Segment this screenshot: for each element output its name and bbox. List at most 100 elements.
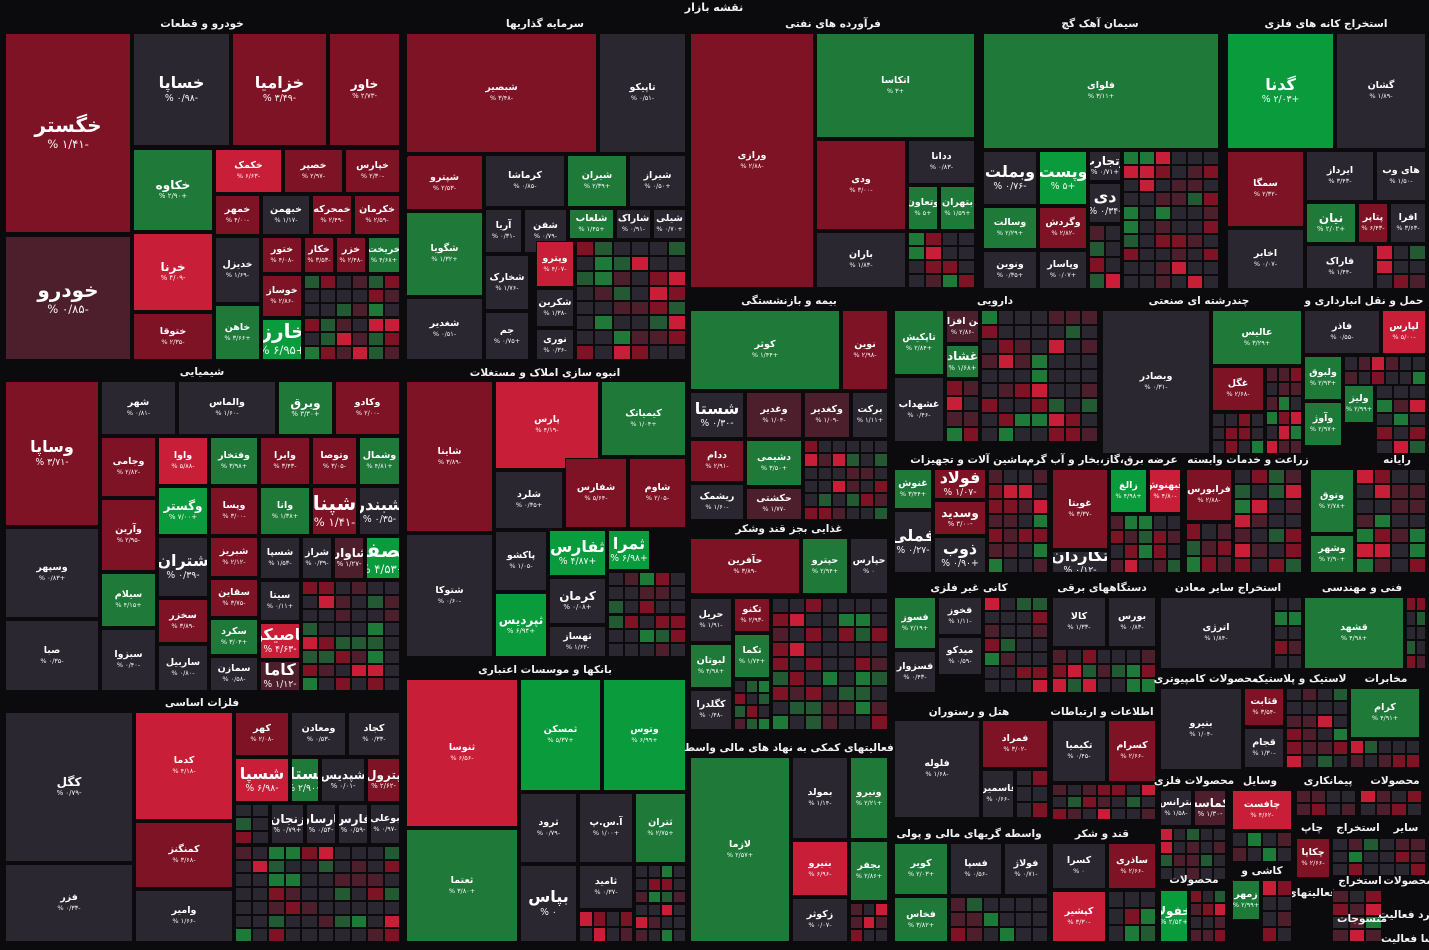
small-stock-cell[interactable] [1412, 356, 1426, 371]
small-stock-cell[interactable] [1081, 649, 1097, 664]
small-stock-cell[interactable] [805, 627, 822, 642]
small-stock-cell[interactable] [804, 440, 818, 454]
small-stock-cell[interactable] [871, 598, 888, 613]
small-stock-cell[interactable] [1301, 701, 1317, 715]
small-stock-cell[interactable] [1032, 802, 1048, 818]
stock-tile[interactable]: خکرمان -۲/۵۹ % [354, 195, 400, 235]
stock-tile[interactable]: ونوین +۰/۳۵ % [983, 251, 1037, 289]
small-stock-cell[interactable] [758, 692, 770, 705]
small-stock-cell[interactable] [1081, 383, 1098, 398]
small-stock-cell[interactable] [304, 289, 320, 304]
small-stock-cell[interactable] [1274, 640, 1288, 655]
small-stock-cell[interactable] [1140, 891, 1156, 908]
small-stock-cell[interactable] [1416, 611, 1426, 626]
stock-tile[interactable]: کگلدرا -۰/۴۸ % [690, 690, 732, 730]
small-stock-cell[interactable] [619, 926, 633, 942]
stock-tile[interactable]: سمازن -۰/۵۸ % [210, 657, 258, 691]
small-stock-cell[interactable] [1064, 354, 1082, 369]
small-stock-cell[interactable] [1406, 740, 1420, 754]
stock-tile[interactable]: حکشتی -۱/۷۷ % [746, 488, 802, 520]
small-stock-cell[interactable] [858, 596, 869, 598]
small-stock-cell[interactable] [1290, 425, 1302, 440]
stock-tile[interactable]: ثتران +۲/۷۵ % [635, 793, 686, 863]
small-stock-cell[interactable] [302, 649, 319, 664]
small-stock-cell[interactable] [1081, 808, 1097, 820]
small-stock-cell[interactable] [235, 873, 252, 888]
small-stock-cell[interactable] [1398, 356, 1413, 371]
small-stock-cell[interactable] [1171, 247, 1187, 262]
small-stock-cell[interactable] [984, 638, 1000, 652]
small-stock-cell[interactable] [268, 846, 285, 860]
small-stock-cell[interactable] [1187, 192, 1203, 207]
small-stock-cell[interactable] [854, 656, 872, 672]
small-stock-cell[interactable] [1332, 714, 1348, 728]
stock-tile[interactable]: ددام -۲/۹۱ % [690, 440, 744, 482]
small-stock-cell[interactable] [367, 914, 384, 929]
small-stock-cell[interactable] [1375, 790, 1391, 803]
small-stock-cell[interactable] [639, 628, 655, 643]
stock-tile[interactable]: ولبوق +۲/۹۳ % [1304, 356, 1342, 400]
small-stock-cell[interactable] [860, 466, 874, 480]
small-stock-cell[interactable] [941, 246, 959, 260]
stock-tile[interactable]: ورازی -۲/۸۸ % [690, 33, 814, 288]
small-stock-cell[interactable] [1166, 529, 1181, 544]
small-stock-cell[interactable] [318, 677, 335, 691]
small-stock-cell[interactable] [981, 412, 998, 428]
small-stock-cell[interactable] [667, 315, 686, 331]
stock-tile[interactable]: شتران -۰/۳۹ % [158, 537, 208, 597]
small-stock-cell[interactable] [1290, 396, 1302, 411]
small-stock-cell[interactable] [623, 586, 640, 601]
small-stock-cell[interactable] [788, 598, 806, 613]
small-stock-cell[interactable] [1225, 413, 1238, 427]
stock-tile[interactable]: ثهساز -۱/۶۲ % [549, 626, 606, 657]
small-stock-cell[interactable] [235, 859, 252, 874]
small-stock-cell[interactable] [368, 275, 384, 290]
small-stock-cell[interactable] [1290, 381, 1302, 396]
small-stock-cell[interactable] [317, 846, 334, 860]
small-stock-cell[interactable] [1416, 625, 1426, 641]
small-stock-cell[interactable] [1301, 741, 1317, 755]
small-stock-cell[interactable] [805, 598, 822, 613]
small-stock-cell[interactable] [875, 916, 888, 929]
small-stock-cell[interactable] [821, 715, 839, 730]
small-stock-cell[interactable] [1187, 164, 1203, 179]
small-stock-cell[interactable] [832, 453, 846, 467]
small-stock-cell[interactable] [608, 572, 624, 587]
small-stock-cell[interactable] [1186, 539, 1202, 557]
stock-tile[interactable]: کجاد -۰/۳۳ % [348, 712, 400, 756]
small-stock-cell[interactable] [284, 900, 301, 915]
small-stock-cell[interactable] [1332, 838, 1348, 851]
small-stock-cell[interactable] [875, 929, 888, 942]
stock-tile[interactable]: شکربن -۱/۳۸ % [536, 289, 574, 327]
small-stock-cell[interactable] [1232, 832, 1247, 847]
small-stock-cell[interactable] [384, 331, 400, 346]
small-stock-cell[interactable] [320, 345, 336, 360]
small-stock-cell[interactable] [1288, 611, 1302, 626]
small-stock-cell[interactable] [594, 241, 613, 256]
small-stock-cell[interactable] [1064, 398, 1082, 413]
stock-tile[interactable]: شتوکا -۰/۶۰ % [406, 534, 493, 657]
small-stock-cell[interactable] [1344, 370, 1358, 385]
small-stock-cell[interactable] [1018, 513, 1033, 529]
small-stock-cell[interactable] [367, 873, 384, 888]
small-stock-cell[interactable] [950, 897, 967, 912]
stock-tile[interactable]: کوثر +۱/۴۴ % [690, 310, 840, 390]
small-stock-cell[interactable] [1234, 483, 1251, 499]
small-stock-cell[interactable] [368, 345, 384, 360]
small-stock-cell[interactable] [334, 677, 351, 691]
small-stock-cell[interactable] [1016, 770, 1032, 786]
small-stock-cell[interactable] [317, 859, 334, 874]
stock-tile[interactable]: وسدید -۳/۰۰ % [934, 501, 986, 535]
small-stock-cell[interactable] [1081, 324, 1098, 340]
stock-tile[interactable]: وگردش -۲/۸۲ % [1039, 207, 1087, 249]
small-stock-cell[interactable] [1234, 513, 1251, 529]
small-stock-cell[interactable] [772, 715, 789, 730]
small-stock-cell[interactable] [576, 330, 595, 346]
small-stock-cell[interactable] [734, 680, 746, 693]
stock-tile[interactable]: کاما -۱/۱۲ % [260, 661, 300, 691]
small-stock-cell[interactable] [383, 900, 400, 915]
small-stock-cell[interactable] [268, 859, 285, 874]
stock-tile[interactable]: بترانس -۱/۵۸ % [1160, 790, 1192, 826]
small-stock-cell[interactable] [1064, 427, 1082, 442]
small-stock-cell[interactable] [1171, 261, 1187, 276]
